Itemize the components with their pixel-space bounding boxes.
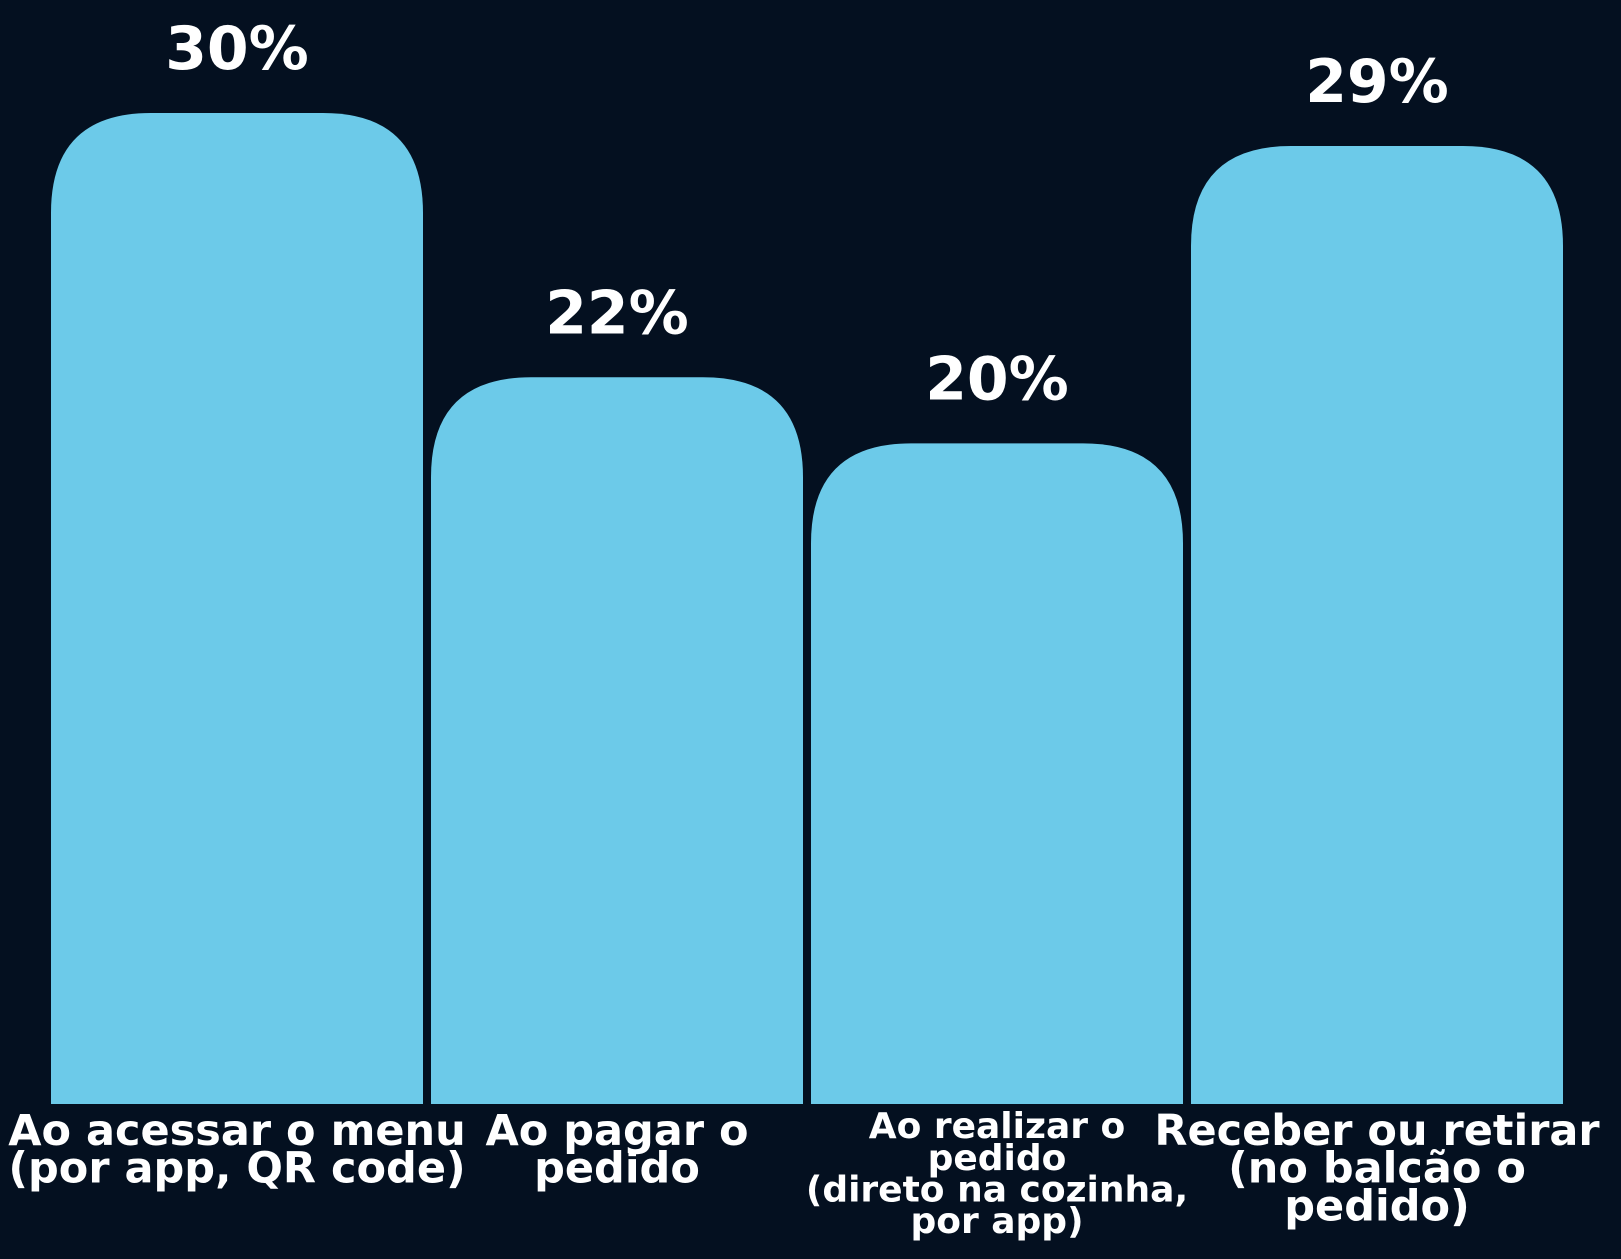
category-label-line: pedido) [1284, 1182, 1469, 1232]
category-label: Receber ou retirar (no balcão o pedido) [1154, 1106, 1600, 1232]
category-label-line: (direto na cozinha, [806, 1170, 1188, 1211]
category-label: Ao pagar o pedido [485, 1106, 748, 1194]
category-label-line: Ao acessar o menu [8, 1106, 466, 1156]
category-label-line: pedido [928, 1138, 1067, 1179]
category-label-line: (no balcão o [1228, 1144, 1526, 1194]
category-label: Ao realizar o pedido (direto na cozinha, po… [806, 1106, 1188, 1242]
bar [51, 113, 423, 1104]
data-label: 30% [165, 14, 309, 84]
bar [1191, 146, 1563, 1105]
category-label-line: por app) [910, 1201, 1083, 1242]
bar [811, 443, 1183, 1104]
bars-group [51, 113, 1563, 1105]
category-label-line: (por app, QR code) [8, 1144, 465, 1194]
category-label-line: pedido [534, 1144, 700, 1194]
data-label: 29% [1305, 47, 1449, 117]
bar [431, 377, 803, 1104]
data-label: 20% [925, 344, 1069, 414]
category-label: Ao acessar o menu (por app, QR code) [8, 1106, 466, 1194]
category-labels-group: Ao acessar o menu (por app, QR code)Ao pa… [8, 1106, 1600, 1242]
data-label: 22% [545, 278, 689, 348]
value-labels-group: 30% 22% 20% 29% [165, 14, 1449, 414]
category-label-line: Receber ou retirar [1154, 1106, 1600, 1156]
category-label-line: Ao pagar o [485, 1106, 748, 1156]
category-label-line: Ao realizar o [869, 1106, 1126, 1147]
